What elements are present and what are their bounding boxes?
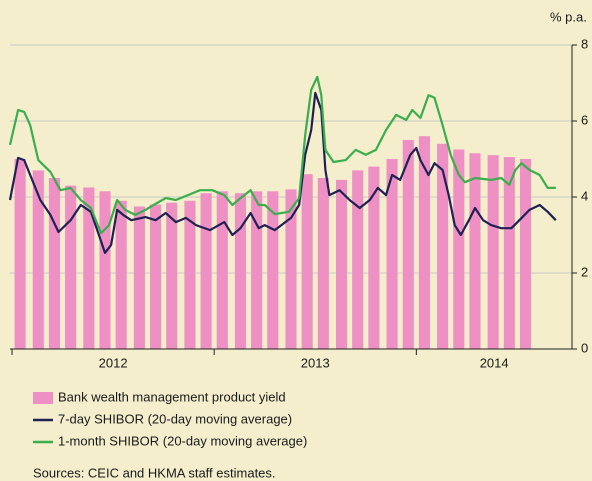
- bar: [301, 174, 313, 349]
- bar: [487, 155, 499, 349]
- y-tick-label: 6: [581, 112, 588, 127]
- bar: [437, 143, 449, 349]
- bar: [99, 191, 111, 349]
- bar: [115, 200, 127, 349]
- bar: [251, 191, 263, 349]
- bar: [453, 149, 465, 349]
- bar: [216, 191, 228, 349]
- bar: [48, 178, 61, 349]
- bar: [519, 159, 532, 349]
- y-unit: % p.a.: [550, 9, 587, 24]
- line: [8, 75, 556, 235]
- legend-label: 7-day SHIBOR (20-day moving average): [58, 411, 292, 426]
- legend-label: 1-month SHIBOR (20-day moving average): [58, 433, 307, 448]
- bar: [32, 170, 44, 349]
- bar: [402, 140, 414, 349]
- bar: [166, 202, 178, 349]
- bar: [14, 159, 26, 349]
- bar: [503, 157, 515, 349]
- bar: [83, 187, 95, 349]
- bar: [368, 166, 380, 349]
- bar: [133, 206, 145, 349]
- bar: [418, 136, 430, 349]
- y-tick-label: 0: [581, 340, 588, 355]
- x-tick-label: 2013: [301, 355, 330, 370]
- x-tick-label: 2014: [480, 355, 509, 370]
- bar: [184, 200, 196, 349]
- bar: [335, 179, 348, 349]
- source: Sources: CEIC and HKMA staff estimates.: [33, 465, 276, 480]
- bar: [65, 185, 77, 349]
- bar: [317, 178, 329, 349]
- bar: [149, 204, 162, 349]
- bar: [200, 193, 212, 349]
- line: [8, 91, 557, 254]
- y-tick-label: 4: [581, 188, 588, 203]
- x-tick-label: 2012: [99, 355, 128, 370]
- bar: [285, 189, 297, 349]
- legend-label: Bank wealth management product yield: [58, 389, 286, 404]
- bar: [386, 159, 398, 349]
- y-tick-label: 8: [581, 36, 588, 51]
- y-tick-label: 2: [581, 264, 588, 279]
- bar: [267, 191, 279, 349]
- bar: [352, 170, 364, 349]
- legend-swatch: [33, 392, 53, 404]
- bar: [469, 153, 481, 349]
- bar: [234, 193, 247, 349]
